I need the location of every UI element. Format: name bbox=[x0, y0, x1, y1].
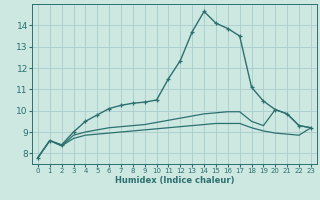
X-axis label: Humidex (Indice chaleur): Humidex (Indice chaleur) bbox=[115, 176, 234, 185]
